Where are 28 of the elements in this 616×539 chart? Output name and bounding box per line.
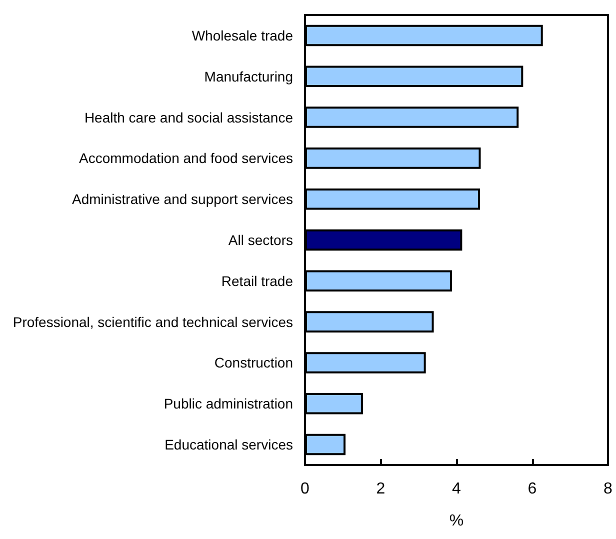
y-tick-label: Health care and social assistance [84,109,294,126]
y-tick-label: Wholesale trade [192,27,294,44]
y-tick-label: Administrative and support services [72,191,293,208]
bar [305,66,524,87]
y-tick-label: Manufacturing [204,68,293,84]
bar [305,270,452,292]
bar [305,393,363,414]
bar [305,106,519,128]
x-tick-label: 2 [376,480,386,498]
y-tick-label: Educational services [164,436,293,453]
x-tick-label: 0 [300,480,310,498]
y-tick-label: Professional, scientific and technical services [12,314,293,330]
y-tick-label: Public administration [164,396,293,412]
bar [305,311,434,332]
y-tick-label: Retail trade [221,272,294,289]
y-tick-label: Accommodation and food services [79,150,293,166]
x-tick-label: 8 [604,480,613,498]
bar [305,24,543,46]
bar [305,229,462,251]
bar [305,434,346,456]
x-tick-label: 6 [528,480,537,498]
bar [305,148,481,169]
y-tick-label: All sectors [228,232,293,248]
y-tick-label: Construction [214,354,293,371]
x-tick-label: 4 [452,480,462,498]
bar [305,188,480,210]
x-axis-title: % [449,512,464,530]
bar [305,352,426,374]
